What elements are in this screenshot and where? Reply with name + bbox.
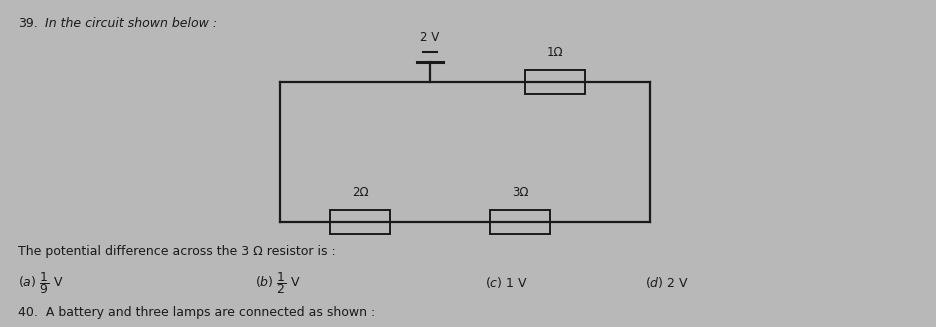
Bar bbox=[525, 70, 585, 94]
Text: 2 V: 2 V bbox=[420, 31, 440, 44]
Text: 40.  A battery and three lamps are connected as shown :: 40. A battery and three lamps are connec… bbox=[18, 306, 375, 319]
Text: In the circuit shown below :: In the circuit shown below : bbox=[45, 17, 217, 30]
Text: $(d)\ 2\ \mathrm{V}$: $(d)\ 2\ \mathrm{V}$ bbox=[645, 276, 689, 290]
Text: 39.: 39. bbox=[18, 17, 37, 30]
Text: $(a)\ \dfrac{1}{9}\ \mathrm{V}$: $(a)\ \dfrac{1}{9}\ \mathrm{V}$ bbox=[18, 270, 64, 296]
Bar bbox=[330, 210, 390, 234]
Text: 3Ω: 3Ω bbox=[512, 185, 528, 198]
Text: $(b)\ \dfrac{1}{2}\ \mathrm{V}$: $(b)\ \dfrac{1}{2}\ \mathrm{V}$ bbox=[255, 270, 300, 296]
Text: 1Ω: 1Ω bbox=[547, 45, 563, 59]
Text: 2Ω: 2Ω bbox=[352, 185, 368, 198]
Text: The potential difference across the 3 Ω resistor is :: The potential difference across the 3 Ω … bbox=[18, 245, 336, 258]
Bar bbox=[490, 210, 550, 234]
Text: $(c)\ 1\ \mathrm{V}$: $(c)\ 1\ \mathrm{V}$ bbox=[485, 276, 528, 290]
